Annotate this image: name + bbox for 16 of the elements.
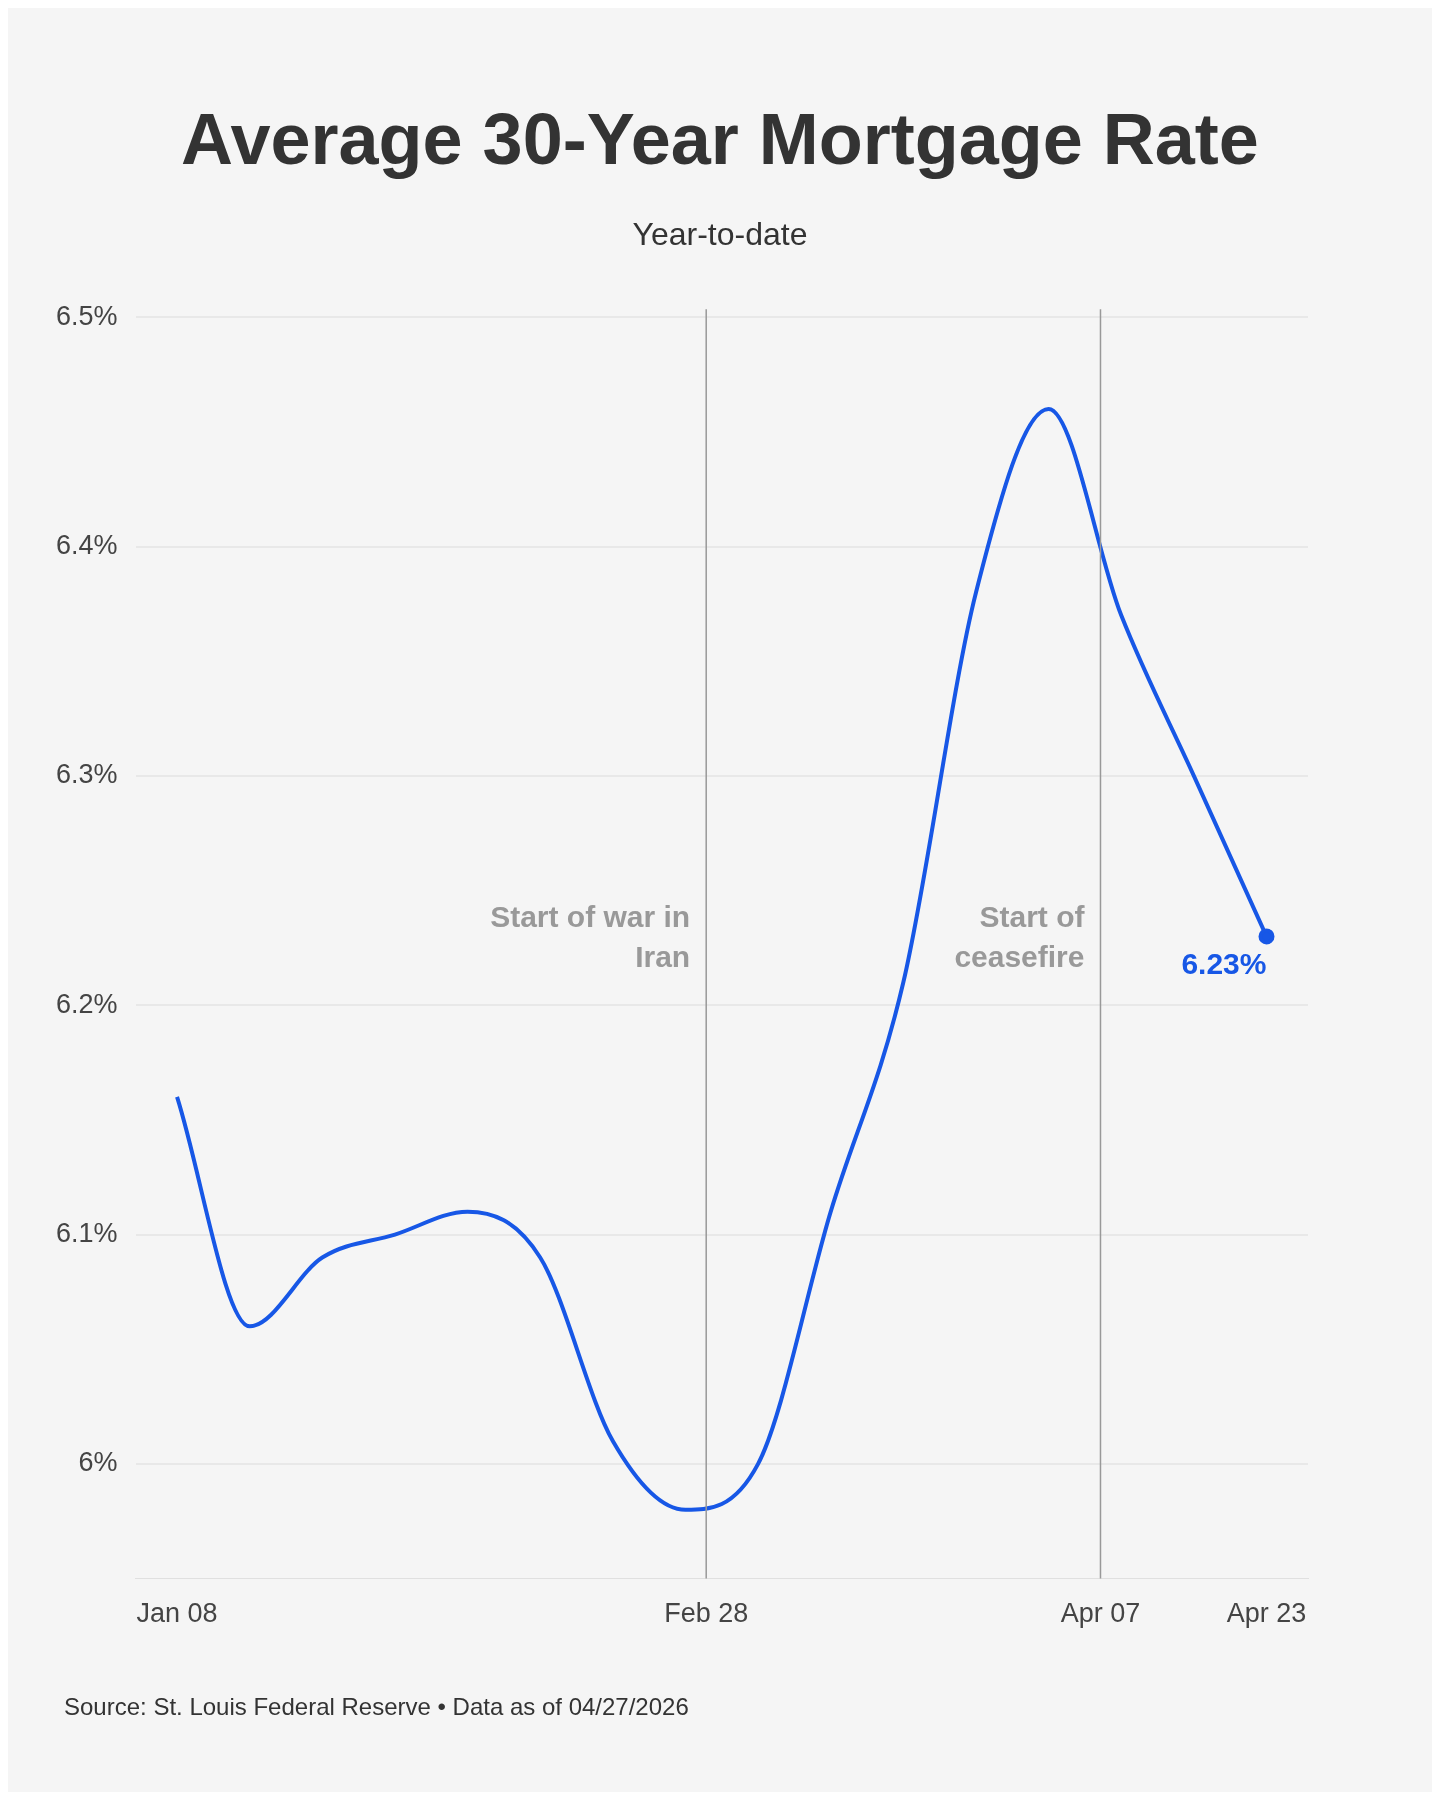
x-tick-label: Apr 23 (1226, 1598, 1307, 1629)
y-tick-label: 6.3% (55, 759, 118, 790)
x-tick-label: Apr 07 (1060, 1598, 1141, 1629)
y-tick-label: 6.5% (55, 300, 118, 331)
data-label: 6.23% (1181, 946, 1267, 980)
chart-subtitle: Year-to-date (631, 216, 809, 253)
source-note: Source: St. Louis Federal Reserve • Data as of 04/27/2026 (64, 1693, 690, 1721)
ref-line-label: Start of war in Iran (490, 900, 691, 974)
y-tick-label: 6.4% (55, 530, 118, 560)
chart-title: Average 30-Year Mortgage Rate (180, 98, 1260, 180)
x-tick-label: Feb 28 (664, 1598, 749, 1629)
y-tick-label: 6.2% (55, 988, 118, 1019)
ref-line-label: Start of ceasefire (954, 900, 1086, 974)
x-tick-label: Jan 08 (136, 1598, 218, 1629)
y-tick-label: 6% (78, 1447, 118, 1478)
y-tick-label: 6.1% (55, 1218, 118, 1249)
